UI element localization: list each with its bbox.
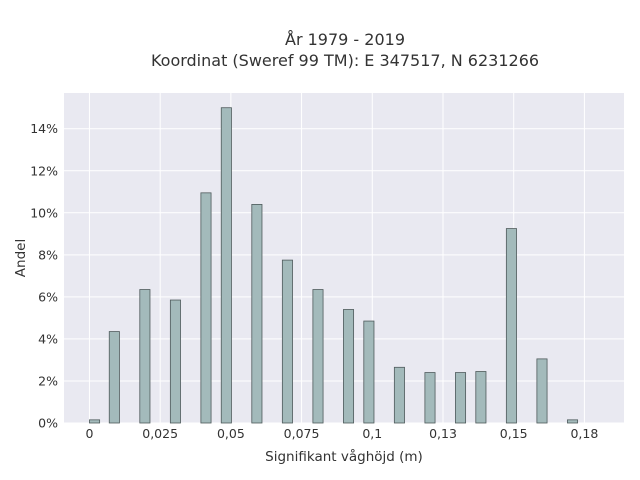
y-axis-ticks: 0% 2% 4% 6% 8% 10% 12% 14% (30, 121, 58, 430)
bar-13 (455, 372, 467, 424)
bar-2 (139, 289, 151, 424)
y-tick-label-2: 4% (38, 331, 58, 346)
bar-1 (108, 331, 120, 424)
x-tick-label-0: 0 (85, 426, 93, 441)
y-tick-label-7: 14% (30, 121, 58, 136)
x-tick-label-2: 0,05 (217, 426, 245, 441)
bar-17 (567, 419, 579, 424)
y-tick-label-5: 10% (30, 205, 58, 220)
x-tick-label-1: 0,025 (142, 426, 178, 441)
x-axis-ticks: 0 0,025 0,05 0,075 0,1 0,13 0,15 0,18 (85, 426, 598, 441)
bars (89, 107, 579, 424)
bar-10 (363, 320, 375, 424)
y-tick-label-1: 2% (38, 373, 58, 388)
bar-7 (281, 259, 293, 424)
x-tick-label-6: 0,15 (500, 426, 528, 441)
bar-9 (343, 309, 355, 424)
y-tick-label-4: 8% (38, 247, 58, 262)
bar-6 (251, 204, 263, 424)
y-tick-label-0: 0% (38, 416, 58, 431)
y-axis-label: Andel (13, 239, 29, 277)
bar-16 (536, 358, 548, 424)
x-axis-label: Signifikant våghöjd (m) (265, 448, 423, 465)
x-tick-label-7: 0,18 (570, 426, 598, 441)
bar-3 (169, 299, 181, 424)
bar-4 (200, 192, 212, 424)
bar-12 (424, 372, 436, 424)
bar-0 (89, 419, 101, 424)
y-tick-label-3: 6% (38, 289, 58, 304)
chart-title-line2: Koordinat (Sweref 99 TM): E 347517, N 62… (151, 51, 539, 70)
x-tick-label-5: 0,13 (429, 426, 457, 441)
bar-5 (220, 107, 232, 424)
chart-title-line1: År 1979 - 2019 (285, 30, 405, 49)
bar-11 (393, 366, 405, 424)
bar-15 (505, 228, 517, 424)
bar-8 (312, 289, 324, 424)
x-tick-label-3: 0,075 (284, 426, 320, 441)
y-tick-label-6: 12% (30, 163, 58, 178)
x-tick-label-4: 0,1 (362, 426, 382, 441)
bar-14 (475, 371, 487, 424)
